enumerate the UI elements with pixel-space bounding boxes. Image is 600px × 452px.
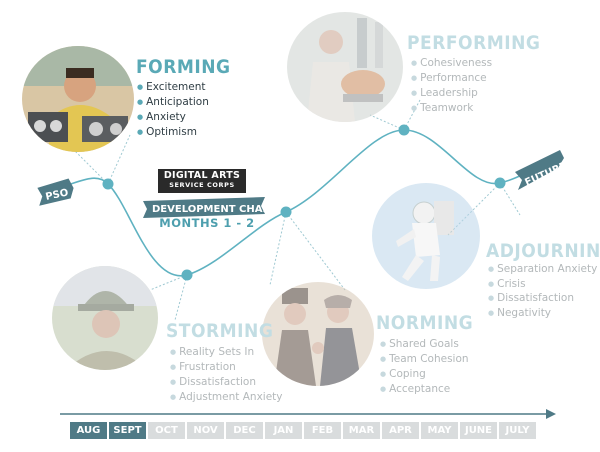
list-item: Performance <box>411 71 492 86</box>
list-item: Reality Sets In <box>170 345 283 360</box>
performing-node <box>398 124 410 136</box>
curve-nodes <box>102 124 506 281</box>
month-feb: FEB <box>304 422 341 439</box>
logo-line-1: DIGITAL ARTS <box>163 170 241 181</box>
stage-title-performing: PERFORMING <box>407 32 541 54</box>
future-ribbon: FUTURE <box>515 150 569 190</box>
norming-photo <box>262 282 374 386</box>
list-item: Frustration <box>170 360 283 375</box>
pso-label: PSO <box>45 187 70 203</box>
month-aug: AUG <box>70 422 107 439</box>
forming-node <box>102 178 114 190</box>
month-apr: APR <box>382 422 419 439</box>
list-item: Cohesiveness <box>411 56 492 71</box>
list-item: Adjustment Anxiety <box>170 390 282 405</box>
month-mar: MAR <box>343 422 380 439</box>
storming-photo <box>52 266 158 370</box>
list-item: Crisis <box>488 278 597 293</box>
month-jan: JAN <box>265 422 302 439</box>
timeline-arrow <box>60 409 556 419</box>
adjourning-photo <box>372 183 480 289</box>
pso-ribbon: PSO <box>37 178 74 206</box>
list-item: Acceptance <box>380 382 469 397</box>
forming-list: Excitement Anticipation Anxiety Optimism <box>137 80 209 140</box>
performing-photo <box>287 12 403 122</box>
list-item: Negativity <box>488 307 597 322</box>
list-item: Teamwork <box>411 101 492 116</box>
month-oct: OCT <box>148 422 185 439</box>
stage-title-adjourning: ADJOURNING <box>486 240 600 262</box>
month-sept: SEPT <box>109 422 146 439</box>
norming-node <box>280 206 292 218</box>
list-item: Dissatisfaction <box>170 375 283 390</box>
list-item: Team Cohesion <box>380 352 468 367</box>
stage-title-forming: FORMING <box>136 56 231 78</box>
list-item: Dissatisfaction <box>488 292 597 307</box>
forming-photo <box>22 46 134 152</box>
month-june: JUNE <box>460 422 497 439</box>
list-item: Coping <box>380 367 469 382</box>
list-item: Separation Anxiety <box>488 263 597 278</box>
stage-title-norming: NORMING <box>376 312 474 334</box>
storming-list: Reality Sets In Frustration Dissatisfact… <box>170 345 283 405</box>
storming-node <box>181 269 193 281</box>
adjourning-list: Separation Anxiety Crisis Dissatisfactio… <box>488 263 597 321</box>
performing-list: Cohesiveness Performance Leadership Team… <box>411 56 492 116</box>
digital-arts-service-corps-logo: DIGITAL ARTS SERVICE CORPS <box>158 169 246 193</box>
development-chart-ribbon: DEVELOPMENT CHART <box>143 197 277 218</box>
list-item: Optimism <box>137 125 209 140</box>
list-item: Anticipation <box>137 95 209 110</box>
list-item: Anxiety <box>137 110 209 125</box>
list-item: Leadership <box>411 86 492 101</box>
month-july: JULY <box>499 422 536 439</box>
stage-title-storming: STORMING <box>166 320 274 342</box>
list-item: Excitement <box>137 80 209 95</box>
month-dec: DEC <box>226 422 263 439</box>
development-chart-title: DEVELOPMENT CHART <box>152 204 277 215</box>
logo-line-2: SERVICE CORPS <box>169 181 235 189</box>
month-nov: NOV <box>187 422 224 439</box>
list-item: Shared Goals <box>380 337 469 352</box>
chart-subtitle: MONTHS 1 - 2 <box>159 216 255 230</box>
month-may: MAY <box>421 422 458 439</box>
norming-list: Shared Goals Team Cohesion Coping Accept… <box>380 337 469 397</box>
connector-lines <box>61 99 521 321</box>
adjourning-node <box>494 177 506 189</box>
